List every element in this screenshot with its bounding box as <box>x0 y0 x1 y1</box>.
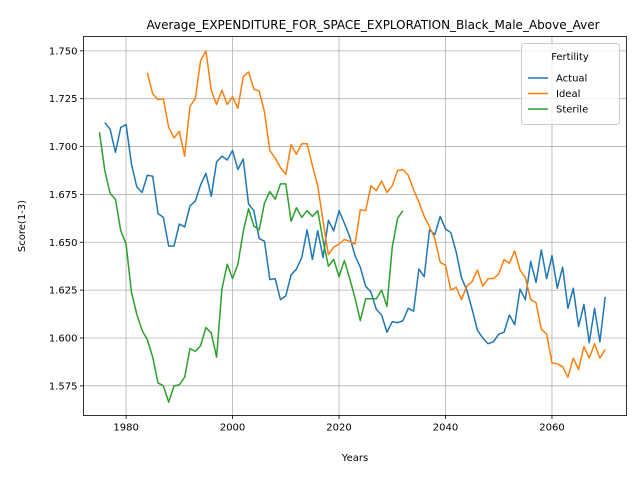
x-tick-label: 2020 <box>326 423 351 434</box>
y-tick-label: 1.725 <box>49 94 78 105</box>
y-tick-label: 1.675 <box>49 190 78 201</box>
x-axis-title: Years <box>341 453 368 464</box>
legend-label-ideal: Ideal <box>556 89 580 100</box>
y-tick-label: 1.600 <box>49 333 78 344</box>
legend-title: Fertility <box>551 52 589 63</box>
x-tick-label: 2060 <box>539 423 564 434</box>
x-tick-label: 1980 <box>113 423 138 434</box>
y-tick-label: 1.575 <box>49 381 78 392</box>
series-line-sterile <box>98 132 404 403</box>
legend: Fertility Actual Ideal Sterile <box>521 43 620 125</box>
series-line-ideal <box>146 50 606 378</box>
x-tick-label: 2040 <box>433 423 458 434</box>
grid-lines <box>83 36 627 416</box>
series-line-actual <box>104 122 606 345</box>
x-axis-ticks: 1980 2000 2020 2040 2060 <box>113 415 565 434</box>
chart-title: Average_EXPENDITURE_FOR_SPACE_EXPLORATIO… <box>146 18 599 32</box>
x-tick-label: 2000 <box>220 423 245 434</box>
y-axis-ticks: 1.575 1.600 1.625 1.650 1.675 1.700 1.725 1.750 <box>49 46 84 392</box>
legend-box <box>521 43 620 125</box>
y-tick-label: 1.650 <box>49 238 78 249</box>
plot-frame <box>83 36 627 416</box>
legend-label-sterile: Sterile <box>556 105 588 116</box>
series-lines <box>98 50 606 403</box>
y-tick-label: 1.625 <box>49 286 78 297</box>
y-axis-title: Score(1-3) <box>17 200 28 252</box>
legend-label-actual: Actual <box>556 74 587 85</box>
y-tick-label: 1.750 <box>49 46 78 57</box>
y-tick-label: 1.700 <box>49 142 78 153</box>
